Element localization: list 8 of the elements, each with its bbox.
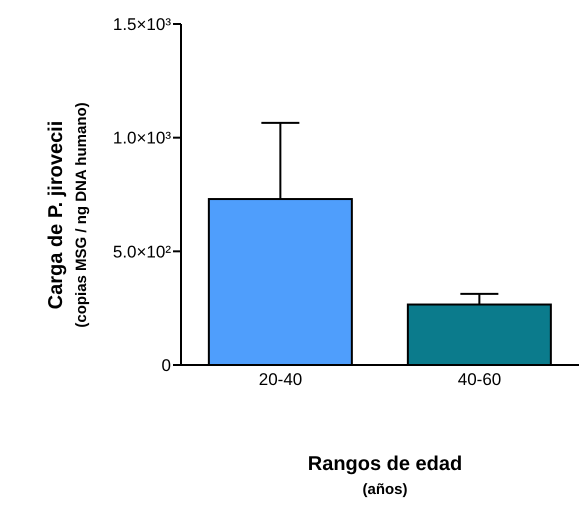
x-axis-title: Rangos de edad (años) bbox=[308, 453, 462, 498]
y-tick-label: 0 bbox=[162, 356, 171, 376]
y-tick-label: 5.0×10² bbox=[112, 242, 172, 262]
y-tick-label: 1.0×10³ bbox=[112, 128, 172, 148]
y-tick-label: 1.5×10³ bbox=[112, 15, 172, 34]
x-tick-label: 20-40 bbox=[258, 370, 302, 390]
x-tick-label: 40-60 bbox=[458, 370, 502, 390]
y-axis-title: Carga de P. jirovecii (copias MSG / ng DNA humano) bbox=[45, 102, 90, 328]
